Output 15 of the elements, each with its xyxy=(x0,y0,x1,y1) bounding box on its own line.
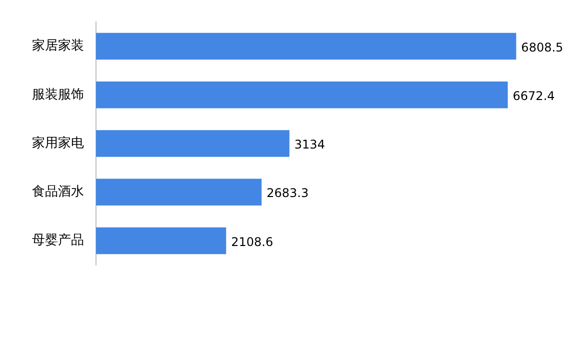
bar xyxy=(96,227,226,254)
y-tick-label: 母婴产品 xyxy=(32,233,84,248)
y-tick-label: 家居家装 xyxy=(32,38,84,54)
data-label: 3134 xyxy=(294,138,325,152)
bar xyxy=(96,32,516,60)
y-tick-label: 服装服饰 xyxy=(32,87,84,102)
bar xyxy=(96,178,262,206)
data-label: 6808.5 xyxy=(521,40,564,54)
y-tick-label: 食品酒水 xyxy=(32,184,84,200)
bar xyxy=(96,82,508,108)
data-label: 6672.4 xyxy=(512,89,555,104)
bar xyxy=(96,130,290,157)
y-tick-label: 家用家电 xyxy=(32,134,84,151)
data-label: 2108.6 xyxy=(231,234,274,249)
data-label: 2683.3 xyxy=(266,186,309,200)
